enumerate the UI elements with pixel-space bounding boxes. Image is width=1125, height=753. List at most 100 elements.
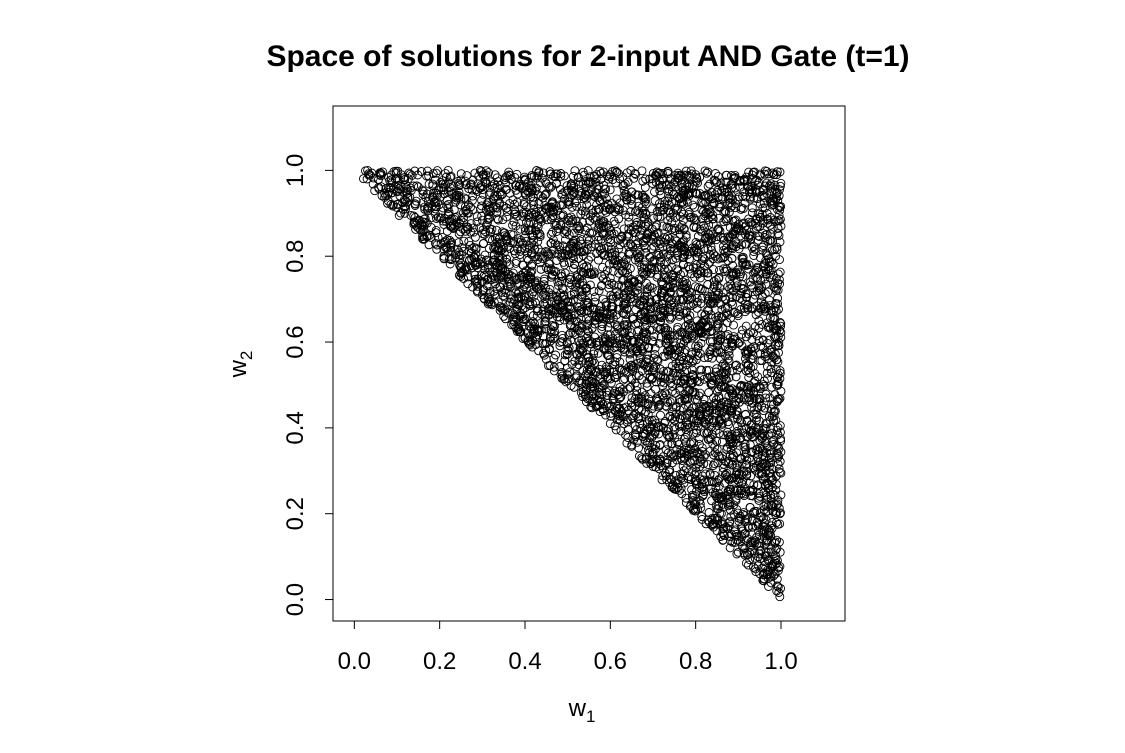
data-point	[389, 200, 398, 210]
data-point	[722, 442, 732, 452]
data-point	[690, 470, 700, 479]
data-point	[702, 366, 712, 375]
data-point	[626, 226, 636, 235]
data-point	[584, 315, 594, 325]
data-point	[771, 193, 781, 203]
data-point	[641, 199, 651, 209]
data-point	[639, 212, 649, 222]
data-point	[655, 186, 665, 196]
data-point	[690, 374, 700, 384]
data-point	[708, 461, 718, 470]
data-point	[697, 318, 707, 328]
data-point	[675, 330, 684, 340]
data-point	[648, 179, 658, 188]
data-point	[683, 314, 693, 324]
data-point	[574, 173, 584, 183]
data-point	[624, 212, 634, 222]
data-point	[623, 406, 633, 415]
data-point	[742, 416, 752, 425]
data-point	[721, 294, 731, 304]
data-point	[696, 338, 706, 348]
data-point	[680, 413, 690, 423]
data-point	[675, 212, 685, 222]
data-point	[454, 187, 464, 197]
data-point	[367, 168, 377, 178]
data-point	[479, 271, 489, 280]
data-point	[767, 536, 777, 546]
data-point	[551, 169, 561, 179]
data-point	[378, 167, 388, 177]
data-point	[714, 373, 724, 383]
data-point	[655, 440, 665, 450]
data-point	[484, 243, 494, 253]
data-point	[690, 243, 700, 253]
data-point	[603, 199, 613, 209]
data-point	[695, 284, 705, 294]
data-point	[619, 238, 629, 248]
data-point	[680, 432, 690, 442]
data-point	[722, 170, 732, 180]
data-point	[606, 302, 616, 311]
data-point	[638, 296, 648, 306]
data-point	[731, 199, 740, 209]
data-point	[520, 333, 530, 343]
data-point	[716, 381, 726, 391]
data-point	[404, 168, 414, 178]
data-point	[560, 194, 569, 204]
data-point	[668, 273, 677, 282]
data-point	[394, 175, 404, 185]
data-point	[767, 224, 777, 234]
data-point	[690, 456, 700, 465]
data-point	[485, 177, 495, 187]
data-point	[494, 273, 504, 283]
data-point	[721, 470, 731, 480]
data-point	[510, 209, 520, 219]
data-point	[550, 239, 560, 249]
data-point	[432, 244, 442, 254]
data-point	[433, 190, 442, 200]
data-point	[683, 262, 693, 271]
data-point	[398, 198, 408, 208]
data-point	[748, 426, 758, 436]
data-point	[768, 313, 778, 323]
data-point	[760, 352, 770, 361]
data-point	[622, 168, 632, 178]
data-point	[746, 447, 756, 457]
data-point	[364, 170, 374, 180]
data-point	[774, 588, 784, 597]
data-point	[660, 352, 670, 361]
data-point	[512, 327, 522, 336]
data-point	[754, 307, 763, 317]
data-point	[764, 412, 774, 421]
data-point	[642, 328, 652, 338]
data-point	[714, 428, 724, 438]
data-point	[553, 295, 563, 305]
data-point	[597, 322, 607, 331]
data-point	[621, 210, 631, 220]
data-point	[634, 404, 644, 414]
data-point	[609, 280, 619, 290]
y-tick-label: 0.4	[282, 411, 309, 444]
data-point	[693, 341, 703, 351]
data-point	[741, 409, 751, 419]
data-point	[623, 384, 633, 394]
data-point	[445, 172, 455, 182]
data-point	[612, 403, 622, 413]
data-point	[642, 230, 652, 240]
data-point	[775, 279, 785, 289]
data-point	[769, 170, 779, 179]
data-point	[585, 216, 595, 226]
data-point	[564, 197, 574, 207]
data-point	[445, 259, 455, 269]
data-point	[638, 176, 648, 186]
data-point	[688, 263, 698, 272]
data-point	[741, 221, 751, 231]
data-point	[540, 190, 550, 200]
data-point	[729, 413, 739, 423]
data-point	[751, 465, 760, 475]
data-point	[562, 339, 572, 349]
data-point	[546, 264, 556, 274]
data-point	[759, 376, 769, 386]
data-point	[699, 395, 709, 404]
data-point	[647, 432, 657, 442]
